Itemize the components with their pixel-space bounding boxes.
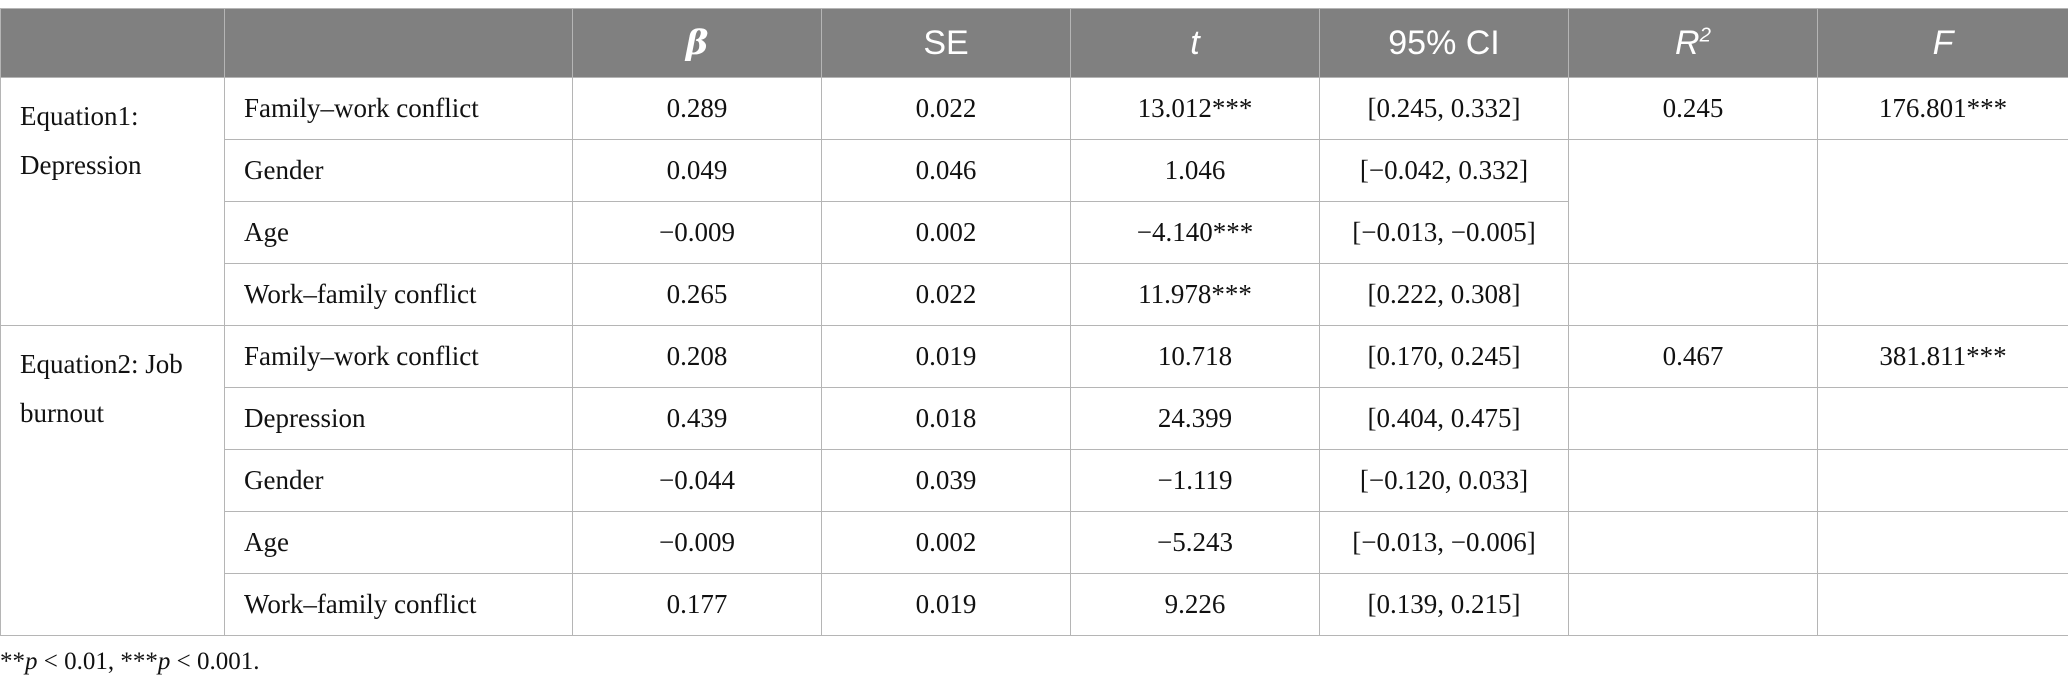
variable-cell: Family–work conflict [224,325,573,388]
t-cell: 9.226 [1070,573,1320,636]
header-se: SE [821,8,1071,78]
variable-cell: Family–work conflict [224,77,573,140]
ci-cell: [−0.042, 0.332] [1319,139,1569,202]
table-footnote: **p < 0.01, ***p < 0.001. [0,648,259,676]
table-row: Equation2: Job burnout Family–work confl… [0,325,2068,636]
header-f: F [1817,8,2068,78]
header-r2: R2 [1568,8,1818,78]
header-ci: 95% CI [1319,8,1569,78]
f-empty-cell [1817,511,2068,574]
t-cell: 1.046 [1070,139,1320,202]
ci-cell: [−0.013, −0.005] [1319,201,1569,264]
t-cell: 24.399 [1070,387,1320,450]
ci-cell: [0.222, 0.308] [1319,263,1569,326]
equation-label: Equation2: Job burnout [0,325,225,636]
t-cell: 11.978*** [1070,263,1320,326]
table-row: Gender 0.049 0.046 1.046 [−0.042, 0.332] [1,139,2068,264]
f-empty-cell [1817,263,2068,326]
r2-empty-cell [1568,573,1818,636]
beta-cell: 0.049 [572,139,822,202]
ci-cell: [0.170, 0.245] [1319,325,1569,388]
beta-cell: 0.289 [572,77,822,140]
header-r2-base: R [1675,23,1700,62]
equation-label: Equation1: Depression [0,77,225,326]
r2-empty-cell [1568,449,1818,512]
variable-cell: Work–family conflict [224,263,573,326]
table-row: Equation1: Depression Family–work confli… [0,77,2068,326]
table-row: Gender −0.044 0.039 −1.119 [−0.120, 0.03… [1,449,2068,512]
f-empty-cell [1817,139,2068,264]
beta-cell: −0.044 [572,449,822,512]
t-cell: 13.012*** [1070,77,1320,140]
beta-cell: 0.177 [572,573,822,636]
se-cell: 0.019 [821,573,1071,636]
beta-cell: 0.265 [572,263,822,326]
header-beta: β [572,8,822,78]
header-blank-variable [224,8,573,78]
f-cell: 176.801*** [1817,77,2068,140]
f-empty-cell [1817,387,2068,450]
se-cell: 0.039 [821,449,1071,512]
footnote-p-1: p [25,648,38,675]
t-cell: −5.243 [1070,511,1320,574]
ci-cell: [0.404, 0.475] [1319,387,1569,450]
variable-cell: Work–family conflict [224,573,573,636]
r2-cell: 0.467 [1568,325,1818,388]
ci-cell: [−0.120, 0.033] [1319,449,1569,512]
beta-cell: −0.009 [572,511,822,574]
r2-empty-cell [1568,511,1818,574]
header-row: β SE t 95% CI R2 F [0,8,2068,78]
footnote-text-1: < 0.01, [37,648,121,675]
variable-cell: Depression [224,387,573,450]
footnote-p-2: p [157,648,171,675]
regression-table-wrapper: β SE t 95% CI R2 F Equation1: Depression… [0,8,2068,636]
beta-cell: 0.439 [572,387,822,450]
se-cell: 0.022 [821,77,1071,140]
ci-cell: [0.245, 0.332] [1319,77,1569,140]
footnote-text-2: < 0.001. [170,648,260,675]
se-cell: 0.018 [821,387,1071,450]
r2-cell: 0.245 [1568,77,1818,140]
header-r2-sup: 2 [1699,24,1711,47]
se-cell: 0.022 [821,263,1071,326]
header-t: t [1070,8,1320,78]
variable-cell: Gender [224,139,573,202]
table-row: Work–family conflict 0.265 0.022 11.978*… [1,263,2068,326]
footnote-stars-3: *** [120,648,158,675]
ci-cell: [0.139, 0.215] [1319,573,1569,636]
r2-empty-cell [1568,263,1818,326]
f-empty-cell [1817,449,2068,512]
table-row: Age −0.009 0.002 −5.243 [−0.013, −0.006] [1,511,2068,574]
variable-cell: Gender [224,449,573,512]
t-cell: −1.119 [1070,449,1320,512]
se-cell: 0.002 [821,511,1071,574]
se-cell: 0.019 [821,325,1071,388]
r2-empty-cell [1568,387,1818,450]
table-row: Work–family conflict 0.177 0.019 9.226 [… [1,573,2068,636]
table-row: Depression 0.439 0.018 24.399 [0.404, 0.… [1,387,2068,450]
r2-empty-cell [1568,139,1818,264]
variable-cell: Age [224,201,573,264]
beta-cell: −0.009 [572,201,822,264]
footnote-stars-2: ** [0,648,25,675]
t-cell: 10.718 [1070,325,1320,388]
f-empty-cell [1817,573,2068,636]
ci-cell: [−0.013, −0.006] [1319,511,1569,574]
f-cell: 381.811*** [1817,325,2068,388]
beta-cell: 0.208 [572,325,822,388]
se-cell: 0.046 [821,139,1071,202]
variable-cell: Age [224,511,573,574]
regression-table: β SE t 95% CI R2 F Equation1: Depression… [0,8,2068,636]
se-cell: 0.002 [821,201,1071,264]
header-blank-equation [0,8,225,78]
t-cell: −4.140*** [1070,201,1320,264]
